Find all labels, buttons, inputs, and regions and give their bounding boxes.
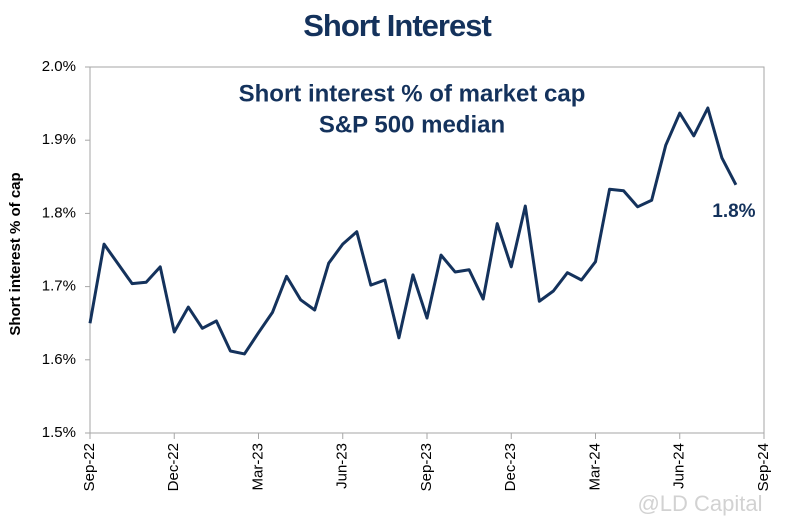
y-tick-label: 1.8% bbox=[42, 204, 76, 221]
x-tick-label: Jun-23 bbox=[334, 443, 351, 489]
subtitle: S&P 500 median bbox=[319, 111, 505, 138]
subtitle: Short interest % of market cap bbox=[239, 80, 586, 107]
chart-title: Short Interest bbox=[303, 8, 491, 43]
y-tick-label: 1.7% bbox=[42, 278, 76, 295]
x-tick-label: Mar-23 bbox=[249, 443, 266, 491]
x-tick-label: Dec-22 bbox=[165, 443, 182, 491]
y-axis-label: Short interest % of cap bbox=[7, 172, 24, 335]
y-tick-label: 1.6% bbox=[42, 351, 76, 368]
line bbox=[88, 106, 738, 356]
x-tick-label: Mar-24 bbox=[586, 443, 603, 491]
watermark: @LD Capital bbox=[637, 491, 762, 516]
y-tick-label: 2.0% bbox=[42, 58, 76, 75]
x-tick-label: Sep-22 bbox=[81, 443, 98, 491]
y-tick-label: 1.9% bbox=[42, 131, 76, 148]
data-label: 1.8% bbox=[712, 201, 755, 222]
x-tick-label: Jun-24 bbox=[671, 443, 688, 489]
x-tick-label: Sep-24 bbox=[755, 443, 772, 491]
x-tick-label: Sep-23 bbox=[418, 443, 435, 491]
y-tick-label: 1.5% bbox=[42, 424, 76, 441]
x-tick-label: Dec-23 bbox=[502, 443, 519, 491]
